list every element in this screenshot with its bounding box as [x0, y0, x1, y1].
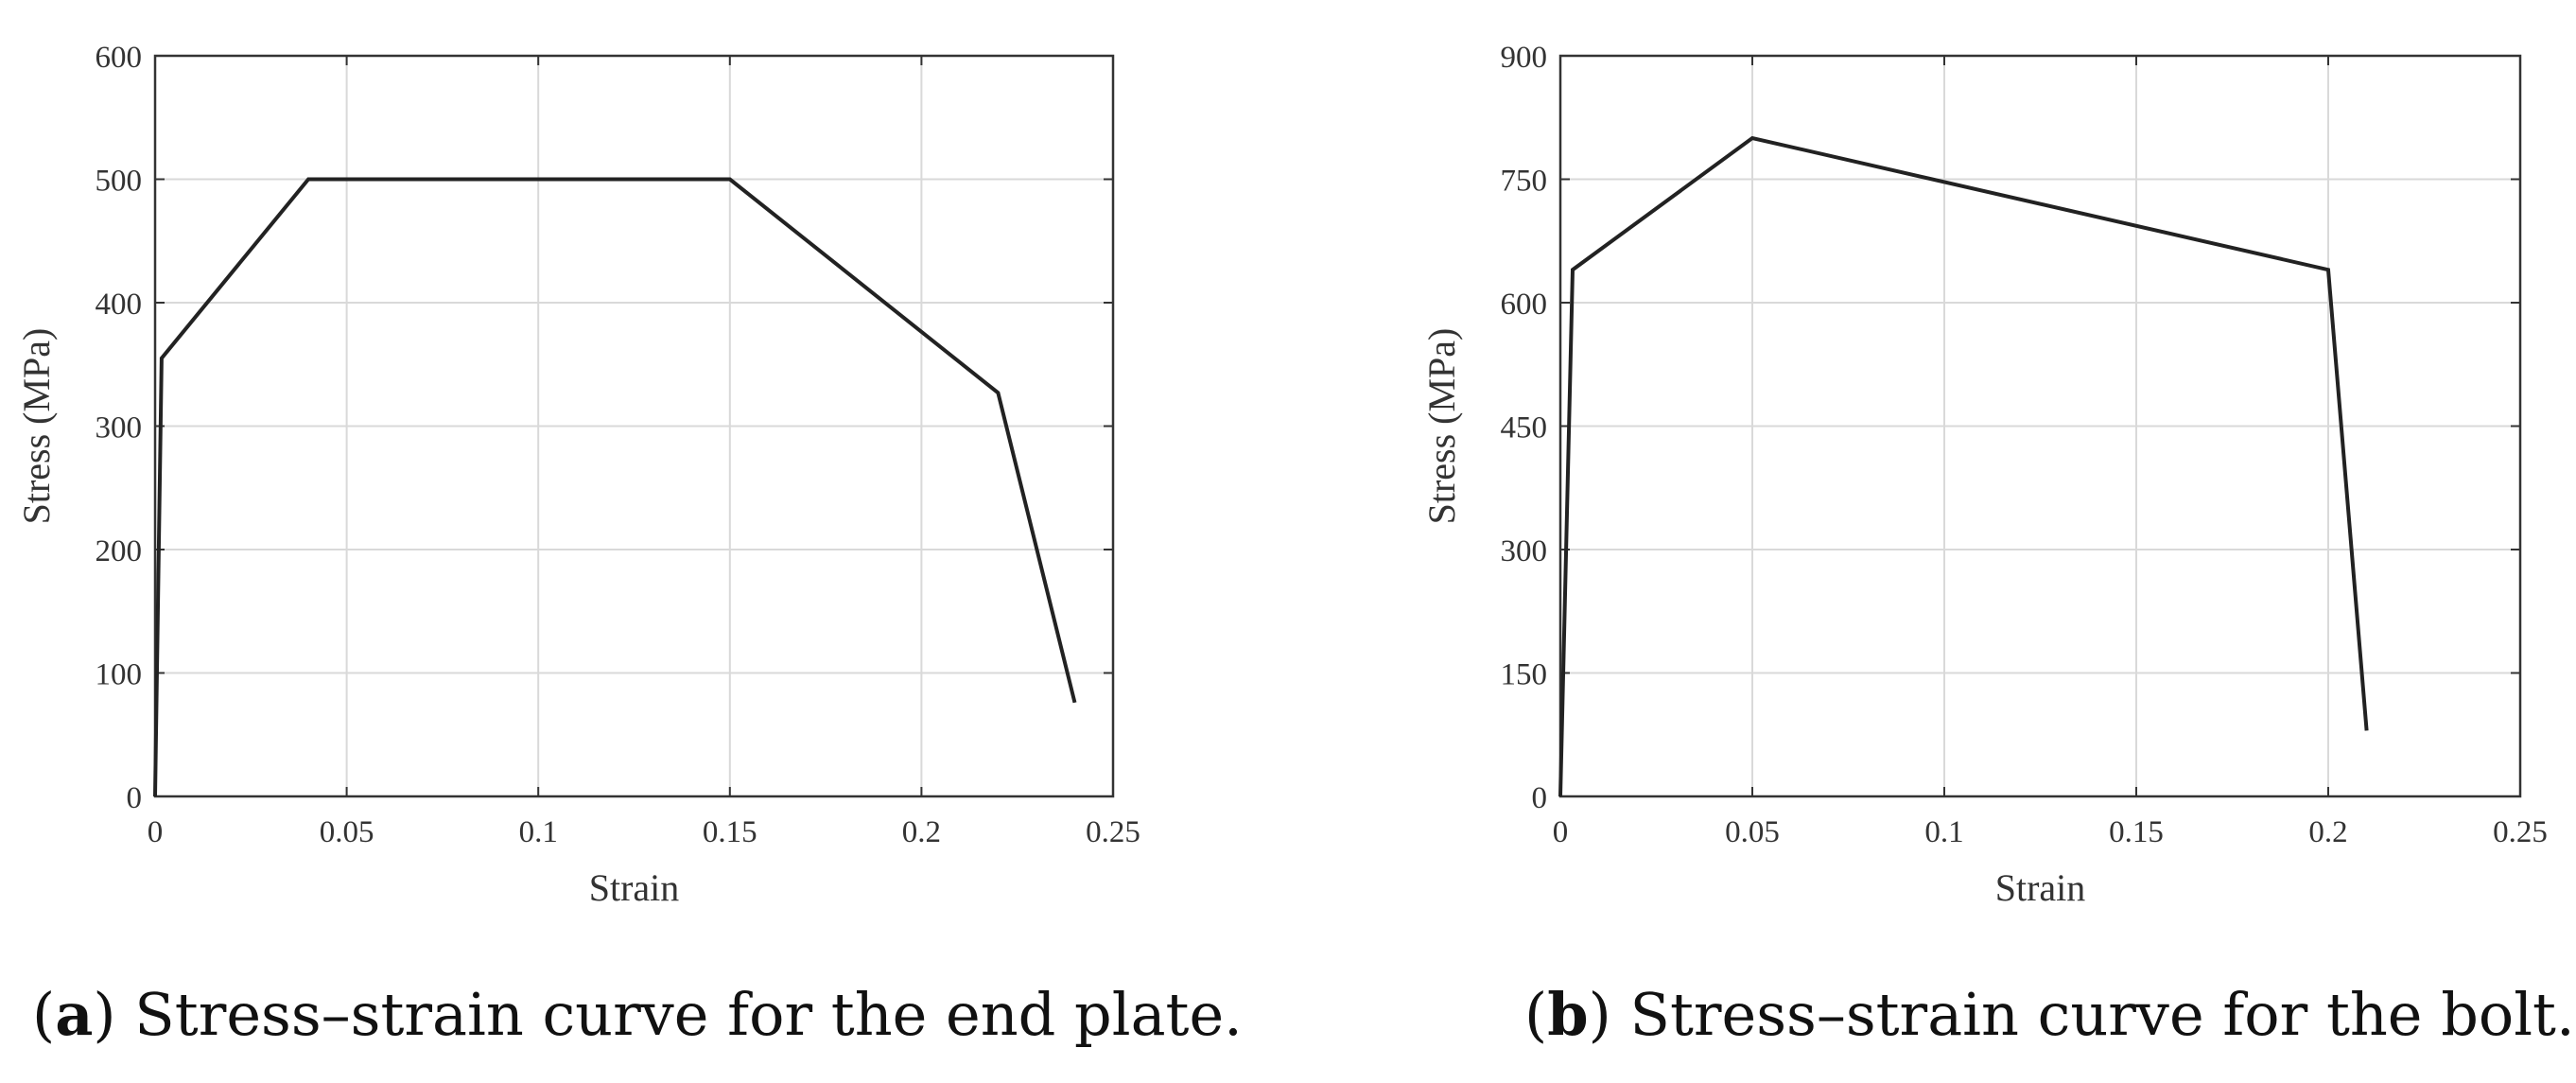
chart-b-xtick-label: 0: [1553, 815, 1569, 849]
chart-b-ytick-label: 450: [1501, 411, 1548, 445]
chart-a-xtick-label: 0.05: [320, 815, 374, 849]
chart-a-xtick-label: 0.1: [519, 815, 558, 849]
chart-a-xtick-label: 0.2: [902, 815, 941, 849]
chart-b-ylabel: Stress (MPa): [1420, 328, 1463, 525]
chart-a-ytick-label: 500: [96, 165, 143, 199]
chart-b-ytick-label: 900: [1501, 41, 1548, 75]
chart-a-xtick-label: 0.15: [703, 815, 757, 849]
chart-a-xtick-label: 0: [148, 815, 164, 849]
chart-a-ylabel: Stress (MPa): [15, 328, 58, 525]
chart-a-ytick-label: 400: [96, 288, 143, 322]
chart-a-ytick-label: 600: [96, 41, 143, 75]
caption-a: (a) Stress–strain curve for the end plat…: [32, 980, 1243, 1049]
chart-a: 0 0.05 0.1 0.15 0.2 0.25 0 100 200 300 400 500 600 St…: [15, 41, 1140, 909]
chart-b-xtick-label: 0.2: [2308, 815, 2347, 849]
chart-a-ytick-label: 200: [96, 534, 143, 568]
caption-b-label: b: [1547, 980, 1589, 1049]
chart-b-xtick-label: 0.1: [1924, 815, 1963, 849]
caption-a-text: Stress–strain curve for the end plate.: [115, 980, 1243, 1049]
chart-b-xtick-label: 0.25: [2493, 815, 2548, 849]
caption-a-label: a: [55, 980, 94, 1049]
chart-b-xtick-label: 0.05: [1725, 815, 1780, 849]
chart-b-ytick-label: 150: [1501, 658, 1548, 692]
chart-a-ytick-label: 300: [96, 411, 143, 445]
chart-b-ytick-label: 750: [1501, 165, 1548, 199]
chart-b-xlabel: Strain: [1995, 866, 2086, 909]
chart-b-series-line-0: [1558, 135, 2369, 797]
caption-b: (b) Stress–strain curve for the bolt.: [1524, 980, 2575, 1049]
chart-a-xlabel: Strain: [589, 866, 680, 909]
caption-b-text: Stress–strain curve for the bolt.: [1610, 980, 2575, 1049]
chart-b: 0 0.05 0.1 0.15 0.2 0.25 0 150 300 450 600 750 900 St…: [1420, 41, 2548, 909]
chart-a-ytick-label: 100: [96, 658, 143, 692]
chart-b-ytick-label: 300: [1501, 534, 1548, 568]
chart-b-ytick-label: 0: [1532, 781, 1548, 815]
chart-a-xtick-label: 0.25: [1086, 815, 1140, 849]
chart-b-xtick-label: 0.15: [2109, 815, 2164, 849]
chart-a-ytick-label: 0: [127, 781, 143, 815]
chart-a-series-line-0: [153, 177, 1077, 797]
chart-b-ytick-label: 600: [1501, 288, 1548, 322]
